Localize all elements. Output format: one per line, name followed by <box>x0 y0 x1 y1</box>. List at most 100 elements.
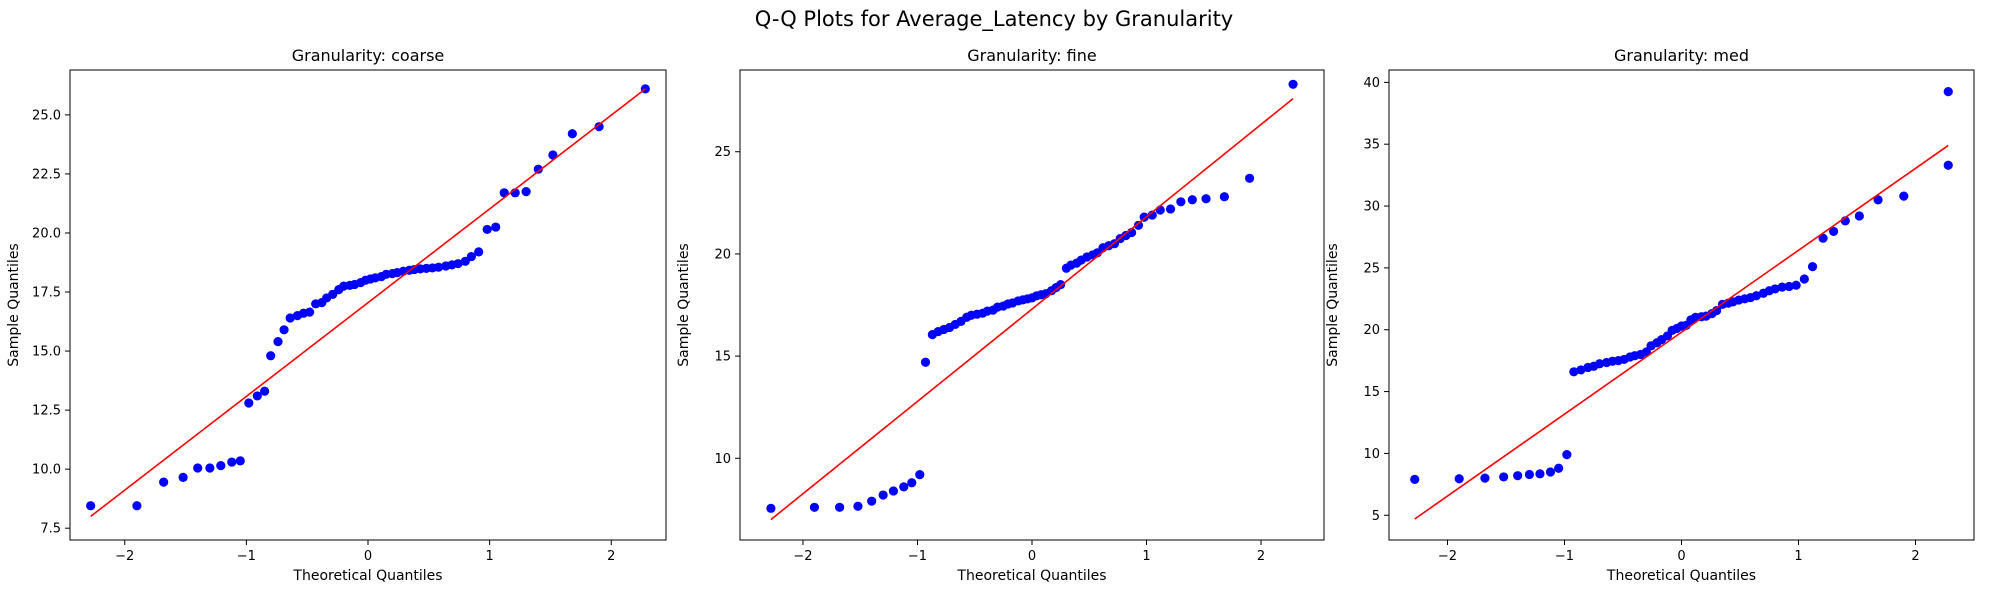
data-point <box>159 477 169 487</box>
data-point <box>252 391 262 401</box>
x-tick-label: 1 <box>1142 549 1150 564</box>
data-point <box>1176 197 1186 207</box>
data-point <box>1454 474 1464 484</box>
data-point <box>244 398 254 408</box>
data-point <box>193 463 203 473</box>
data-point <box>899 482 909 492</box>
x-tick-label: −2 <box>793 549 812 564</box>
y-tick-label: 10.0 <box>32 463 61 478</box>
data-point <box>809 502 820 512</box>
x-tick-label: 1 <box>1794 549 1802 564</box>
data-point <box>1288 79 1298 89</box>
data-point <box>205 463 215 473</box>
x-tick-label: 2 <box>1257 549 1265 564</box>
x-tick-label: −2 <box>1438 549 1457 564</box>
axes-frame <box>69 69 667 541</box>
y-tick-label: 15 <box>714 350 731 365</box>
y-tick-label: 20.0 <box>32 226 61 241</box>
data-point <box>1770 284 1780 294</box>
data-point <box>1139 212 1149 222</box>
data-point <box>1187 195 1197 205</box>
data-point <box>86 501 96 511</box>
x-tick-label: 0 <box>1028 549 1036 564</box>
y-axis-label: Sample Quantiles <box>1325 243 1341 366</box>
data-point <box>766 503 776 513</box>
data-point <box>1943 160 1953 170</box>
x-axis-label: Theoretical Quantiles <box>956 568 1106 584</box>
data-point <box>178 472 188 483</box>
data-point <box>279 325 289 335</box>
data-point <box>567 129 577 139</box>
data-point <box>533 164 543 174</box>
x-tick-label: 0 <box>364 549 372 564</box>
data-point <box>466 251 476 262</box>
x-tick-label: 2 <box>607 549 615 564</box>
y-tick-label: 25 <box>714 145 731 160</box>
data-point <box>1576 365 1586 375</box>
y-tick-label: 35 <box>1363 138 1380 153</box>
data-point <box>482 224 492 235</box>
data-point <box>235 456 245 466</box>
panel-title: Granularity: med <box>1614 46 1749 65</box>
data-point <box>1201 194 1211 204</box>
data-point <box>216 461 226 471</box>
y-axis-label: Sample Quantiles <box>676 243 692 366</box>
y-tick-label: 7.5 <box>40 522 61 537</box>
y-tick-label: 30 <box>1363 200 1380 215</box>
y-tick-label: 20 <box>1363 323 1380 338</box>
plot-area <box>86 84 650 518</box>
data-point <box>1751 291 1761 301</box>
data-point <box>305 307 315 317</box>
panel-title: Granularity: fine <box>967 46 1096 65</box>
data-point <box>853 501 863 511</box>
data-point <box>1562 450 1572 460</box>
y-tick-label: 15.0 <box>32 345 61 360</box>
data-point <box>1791 280 1801 290</box>
x-tick-label: −1 <box>237 549 256 564</box>
data-point <box>1899 191 1909 201</box>
data-point <box>474 247 484 257</box>
data-point <box>878 490 888 500</box>
data-point <box>1499 472 1509 482</box>
qq-panel-1: −2 −1 0 1 2 7.5 10.0 12.5 15.0 17.5 20.0 22.5 25.0 Gr… <box>6 46 667 584</box>
data-point <box>1807 262 1818 272</box>
x-tick-label: 0 <box>1677 549 1685 564</box>
axes-frame <box>739 69 1325 541</box>
y-tick-label: 10 <box>714 452 731 467</box>
x-tick-label: −2 <box>115 549 134 564</box>
y-tick-label: 15 <box>1363 385 1380 400</box>
data-point <box>1165 204 1176 214</box>
x-axis-label: Theoretical Quantiles <box>292 568 442 584</box>
data-point <box>920 357 931 367</box>
x-tick-label: −1 <box>1555 549 1574 564</box>
x-tick-label: −1 <box>908 549 927 564</box>
data-point <box>1545 467 1556 477</box>
data-point <box>888 486 899 496</box>
data-point <box>521 187 531 197</box>
data-point <box>285 313 295 323</box>
y-tick-label: 22.5 <box>32 167 61 182</box>
data-point <box>907 478 917 488</box>
y-tick-label: 10 <box>1363 447 1380 462</box>
data-point <box>1799 274 1809 284</box>
y-tick-label: 5 <box>1372 509 1380 524</box>
x-axis-label: Theoretical Quantiles <box>1606 568 1756 584</box>
data-point <box>491 222 501 232</box>
data-point <box>1410 474 1420 484</box>
data-point <box>273 337 283 347</box>
x-tick-label: 1 <box>485 549 493 564</box>
y-tick-label: 25.0 <box>32 108 61 123</box>
figure-title: Q-Q Plots for Average_Latency by Granula… <box>755 7 1234 32</box>
data-point <box>1513 471 1523 481</box>
data-point <box>266 351 276 361</box>
y-tick-label: 25 <box>1363 261 1380 276</box>
x-tick-label: 2 <box>1911 549 1919 564</box>
data-point <box>867 496 877 506</box>
y-tick-label: 17.5 <box>32 286 61 301</box>
data-point <box>548 150 558 160</box>
data-point <box>1595 359 1605 369</box>
data-point <box>260 386 270 396</box>
data-point <box>227 457 237 467</box>
qq-panel-2: −2 −1 0 1 2 10 15 20 25 Granularity: fine Theoreti… <box>676 46 1325 584</box>
